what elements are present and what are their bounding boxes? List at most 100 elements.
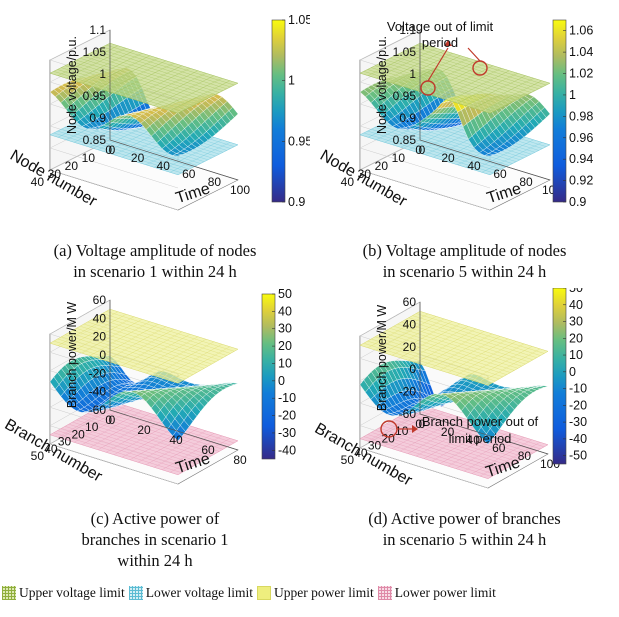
chart-panel-a: 1.1 1.05 1 0.95 0.9 0.85 40 30 20 10 0 0 20 40 60 80 100… xyxy=(0,0,312,238)
chart-b-x-tick: 30 xyxy=(358,167,372,181)
chart-b-zlabel: Node voltage/p.u. xyxy=(375,36,389,134)
chart-b-lower-limit-plane-mesh xyxy=(378,125,509,166)
chart-c-upper-limit-plane-mesh xyxy=(68,332,197,373)
chart-d-upper-limit-plane-mesh xyxy=(431,333,493,369)
chart-b-y-tick: 20 xyxy=(441,151,455,165)
chart-c-lower-limit-plane-mesh xyxy=(53,432,182,473)
chart-a-upper-limit-plane-mesh xyxy=(161,78,223,109)
chart-c-y-tick: 0 xyxy=(109,413,116,427)
chart-a-z-tick: 1.05 xyxy=(83,45,107,59)
chart-c-zlabel: Branch power/M W xyxy=(65,302,79,408)
chart-c-lower-limit-plane-mesh xyxy=(137,428,199,463)
chart-d-colorbar-tick: -40 xyxy=(569,432,587,446)
chart-d-lower-limit-plane-mesh xyxy=(367,434,496,475)
chart-b-lower-limit-plane-mesh xyxy=(473,139,534,170)
chart-a-surface-patch xyxy=(49,89,60,98)
chart-b-upper-limit-plane-mesh xyxy=(363,71,494,112)
chart-b-annotation-arrow-1 xyxy=(427,47,449,82)
chart-b-y-tick: 80 xyxy=(519,175,533,189)
chart-a-lower-limit-plane-mesh xyxy=(53,132,182,174)
chart-b-grid-z xyxy=(359,139,491,211)
chart-a-upper-limit-plane-mesh xyxy=(64,65,194,106)
caption-a-line-2: in scenario 1 within 24 h xyxy=(73,262,237,281)
chart-c-z-tick: -40 xyxy=(89,385,107,399)
chart-b-upper-limit-plane-mesh xyxy=(367,69,498,110)
chart-c-y-tick: 60 xyxy=(201,443,215,457)
chart-d-surface-patch xyxy=(359,379,370,393)
chart-d-y-tick: 20 xyxy=(441,425,455,439)
chart-a-z-tick: 1 xyxy=(99,67,106,81)
chart-c-upper-limit-plane-mesh xyxy=(53,340,182,382)
chart-c-upper-limit-plane-mesh xyxy=(153,341,215,376)
chart-b-upper-limit-plane-mesh xyxy=(481,80,542,111)
chart-c-lower-limit-plane-mesh xyxy=(68,424,197,465)
chart-b-lower-limit-plane-mesh xyxy=(481,142,542,173)
chart-a-x-tick: 40 xyxy=(31,175,45,189)
chart-c-lower-limit-plane-mesh xyxy=(64,426,194,467)
chart-d-upper-limit-plane-mesh xyxy=(382,332,511,373)
chart-c-axis-edges xyxy=(109,300,239,451)
chart-d-upper-limit-plane-mesh xyxy=(378,334,507,375)
chart-a-zlabel: Node voltage/p.u. xyxy=(65,36,79,134)
chart-a-upper-limit-plane-mesh xyxy=(169,80,231,111)
chart-d-annotation-text-1: Branch power out of xyxy=(422,414,539,429)
chart-b-upper-limit-plane-mesh xyxy=(378,63,509,105)
chart-a-upper-limit-plane-mesh xyxy=(153,75,215,106)
chart-a-upper-limit-plane-mesh xyxy=(145,73,207,104)
chart-a-colorbar: 1.05 1 0.95 0.9 xyxy=(271,13,312,209)
chart-c-colorbar-tick: 30 xyxy=(278,322,292,336)
chart-b-annotation-arrowhead xyxy=(444,40,452,46)
chart-c-surface-patch xyxy=(49,376,60,390)
legend-item-lower-power: Lower power limit xyxy=(377,585,496,601)
legend-label-lower-voltage: Lower voltage limit xyxy=(145,585,253,600)
chart-c-y-tick: 40 xyxy=(169,433,183,447)
chart-b-z-tick: 1 xyxy=(409,67,416,81)
chart-c-lower-limit-plane-mesh xyxy=(72,421,201,463)
chart-b-lower-limit-plane-mesh xyxy=(371,128,502,170)
chart-b-colorbar-tick: 1 xyxy=(569,88,576,102)
chart-c-surface xyxy=(49,355,239,442)
chart-c-z-tick: 40 xyxy=(93,311,107,325)
chart-c-x-tick: 20 xyxy=(71,427,85,441)
chart-d-colorbar-tick: 20 xyxy=(569,331,583,345)
chart-c-upper-limit-plane-mesh xyxy=(64,334,194,375)
chart-b-z-tick: 1.1 xyxy=(399,23,416,37)
chart-a-y-tick: 0 xyxy=(109,143,116,157)
caption-d-line-1: (d) Active power of branches xyxy=(368,509,561,528)
chart-c-colorbar-tick: 10 xyxy=(278,356,292,370)
chart-d-upper-limit-plane-mesh xyxy=(455,341,517,376)
chart-d-upper-limit-plane-mesh xyxy=(374,336,504,378)
legend-swatch-upper-voltage xyxy=(2,586,16,600)
chart-c-x-tick: 50 xyxy=(31,449,45,463)
chart-d-z-tick: 20 xyxy=(403,340,417,354)
chart-c-lower-limit-plane-mesh xyxy=(153,433,215,468)
chart-b-z-tick: 1.05 xyxy=(393,45,417,59)
legend: Upper voltage limit Lower voltage limit … xyxy=(2,582,617,604)
chart-a-lower-limit-plane-mesh xyxy=(72,123,201,164)
chart-panel-b: 1.1 1.05 1 0.95 0.9 0.85 40 30 20 10 0 0 20 40 60 80 100… xyxy=(310,0,619,238)
chart-c-z-tick: 20 xyxy=(93,330,107,344)
chart-d-lower-limit-plane-mesh xyxy=(371,432,500,473)
chart-a-plot: 1.11.0510.950.90.85403020100020406080100… xyxy=(7,23,250,211)
chart-c-z-tick: 0 xyxy=(99,348,106,362)
chart-d-y-tick: 40 xyxy=(467,433,481,447)
chart-a-y-tick: 40 xyxy=(157,159,171,173)
chart-b-z-tick: 0.95 xyxy=(393,89,417,103)
chart-d-axis-edges xyxy=(419,302,549,455)
chart-c-upper-limit-plane-mesh xyxy=(169,346,231,381)
chart-b-colorbar-tick: 0.92 xyxy=(569,174,593,188)
chart-d-x-tick: 40 xyxy=(354,446,368,460)
chart-d-lower-limit-plane-mesh xyxy=(479,441,541,477)
chart-b-colorbar-tick: 0.94 xyxy=(569,152,593,166)
chart-a-upper-limit-plane-mesh xyxy=(57,69,186,110)
chart-b-y-tick: 40 xyxy=(467,159,481,173)
chart-d-lower-limit-plane-mesh xyxy=(463,436,525,472)
chart-d-colorbar-tick: 40 xyxy=(569,298,583,312)
chart-c-colorbar-tick: -10 xyxy=(278,391,296,405)
chart-d-z-tick: 0 xyxy=(409,362,416,376)
chart-d-upper-limit-plane-mesh xyxy=(367,340,496,382)
chart-b-annotation-text-2: period xyxy=(422,35,458,50)
chart-a-colorbar-tick: 0.95 xyxy=(288,134,310,148)
caption-d-line-2: in scenario 5 within 24 h xyxy=(382,530,547,549)
chart-c-lower-limit-plane-mesh xyxy=(76,419,205,461)
